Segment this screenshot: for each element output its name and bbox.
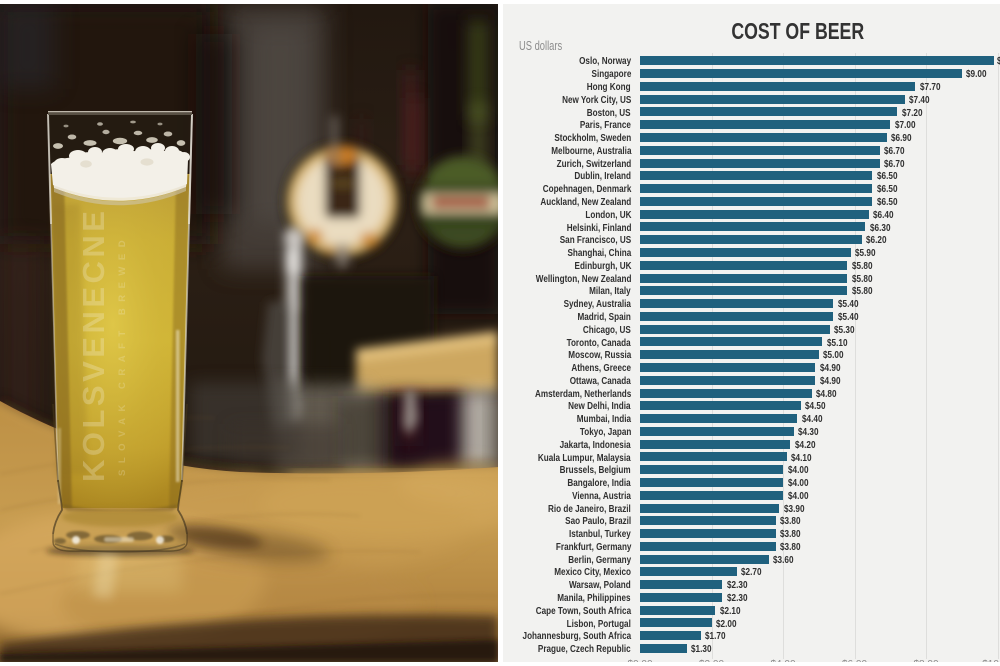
svg-text:KOLSVENECNE: KOLSVENECNE [76,208,111,482]
svg-text:SLOVAK CRAFT BREWED: SLOVAK CRAFT BREWED [117,234,128,476]
